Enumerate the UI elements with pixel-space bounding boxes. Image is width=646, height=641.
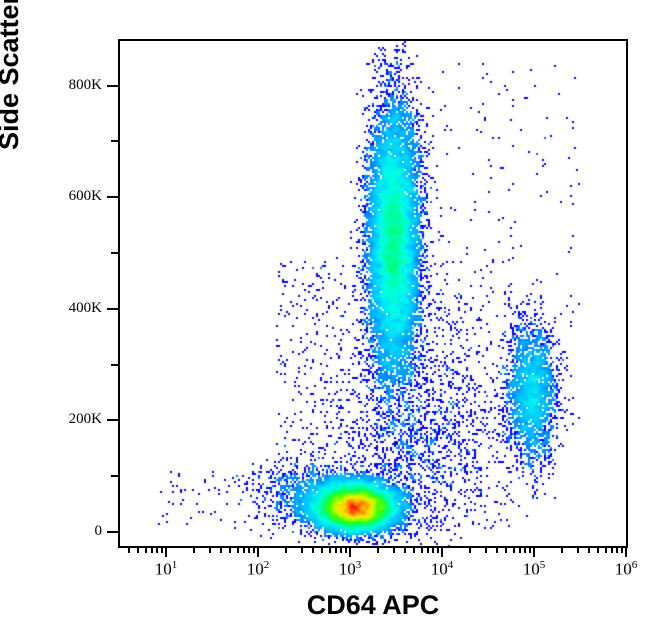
x-axis-tick xyxy=(597,546,600,553)
x-axis-tick xyxy=(284,546,287,553)
x-axis-tick xyxy=(420,546,423,553)
y-axis-tick xyxy=(111,363,118,366)
x-axis-tick xyxy=(156,546,159,553)
x-axis-tick xyxy=(192,546,195,553)
x-axis-tick xyxy=(610,546,613,553)
y-axis-tick-label: 600K xyxy=(68,188,102,205)
x-axis-tick xyxy=(252,546,255,553)
y-axis-tick xyxy=(107,307,118,310)
x-axis-tick xyxy=(432,546,435,553)
x-axis-tick xyxy=(413,546,416,553)
x-axis-tick xyxy=(392,546,395,553)
y-axis-tick xyxy=(107,196,118,199)
x-axis-tick xyxy=(576,546,579,553)
x-axis-tick xyxy=(436,546,439,553)
x-axis-tick xyxy=(236,546,239,553)
y-axis-tick xyxy=(111,475,118,478)
x-axis-tick xyxy=(164,546,167,557)
x-axis-tick-label: 101 xyxy=(154,559,178,579)
x-axis-tick xyxy=(518,546,521,553)
x-axis-tick xyxy=(150,546,153,553)
x-axis-tick xyxy=(532,546,535,557)
x-axis-tick xyxy=(376,546,379,553)
x-axis-tick xyxy=(524,546,527,553)
y-axis-tick xyxy=(107,84,118,87)
x-axis-tick xyxy=(505,546,508,553)
x-axis-tick xyxy=(440,546,443,557)
x-axis-tick-label: 102 xyxy=(246,559,270,579)
x-axis-tick xyxy=(588,546,591,553)
x-axis-tick xyxy=(340,546,343,553)
x-axis-tick xyxy=(256,546,259,557)
x-axis-tick xyxy=(144,546,147,553)
y-axis-tick-label: 400K xyxy=(68,299,102,316)
x-axis-tick xyxy=(348,546,351,557)
x-axis-tick xyxy=(620,546,623,553)
x-axis-tick xyxy=(300,546,303,553)
x-axis-title: CD64 APC xyxy=(306,590,440,620)
x-axis-tick xyxy=(160,546,163,553)
x-axis-tick xyxy=(426,546,429,553)
x-axis-tick-label: 105 xyxy=(522,559,546,579)
x-axis-tick xyxy=(560,546,563,553)
y-axis-tick xyxy=(111,252,118,255)
scatter-density-canvas xyxy=(120,41,626,546)
x-axis-tick xyxy=(248,546,251,553)
x-axis-tick xyxy=(128,546,131,553)
x-axis-tick xyxy=(328,546,331,553)
x-axis-tick xyxy=(229,546,232,553)
x-axis-tick xyxy=(137,546,140,553)
x-axis-tick xyxy=(512,546,515,553)
plot-area xyxy=(118,39,628,548)
y-axis-title: Side Scatter xyxy=(0,0,24,150)
x-axis-tick xyxy=(496,546,499,553)
x-axis-tick xyxy=(404,546,407,553)
x-axis-tick-label: 103 xyxy=(338,559,362,579)
y-axis-tick xyxy=(107,419,118,422)
x-axis-tick xyxy=(312,546,315,553)
x-axis-tick xyxy=(616,546,619,553)
x-axis-tick-label: 106 xyxy=(614,559,638,579)
x-axis-tick xyxy=(208,546,211,553)
x-axis-tick xyxy=(468,546,471,553)
x-axis-tick xyxy=(344,546,347,553)
y-axis-tick-label: 0 xyxy=(94,523,103,540)
y-axis-tick-label: 200K xyxy=(68,411,102,428)
x-axis-tick xyxy=(484,546,487,553)
x-axis-tick xyxy=(604,546,607,553)
y-axis-tick xyxy=(107,531,118,534)
y-axis-tick xyxy=(111,140,118,143)
x-axis-tick xyxy=(625,546,627,557)
x-axis-tick xyxy=(334,546,337,553)
y-axis-tick-label: 800K xyxy=(68,76,102,93)
x-axis-tick xyxy=(528,546,531,553)
x-axis-tick-label: 104 xyxy=(430,559,454,579)
x-axis-tick xyxy=(242,546,245,553)
x-axis-tick xyxy=(220,546,223,553)
x-axis-tick xyxy=(321,546,324,553)
